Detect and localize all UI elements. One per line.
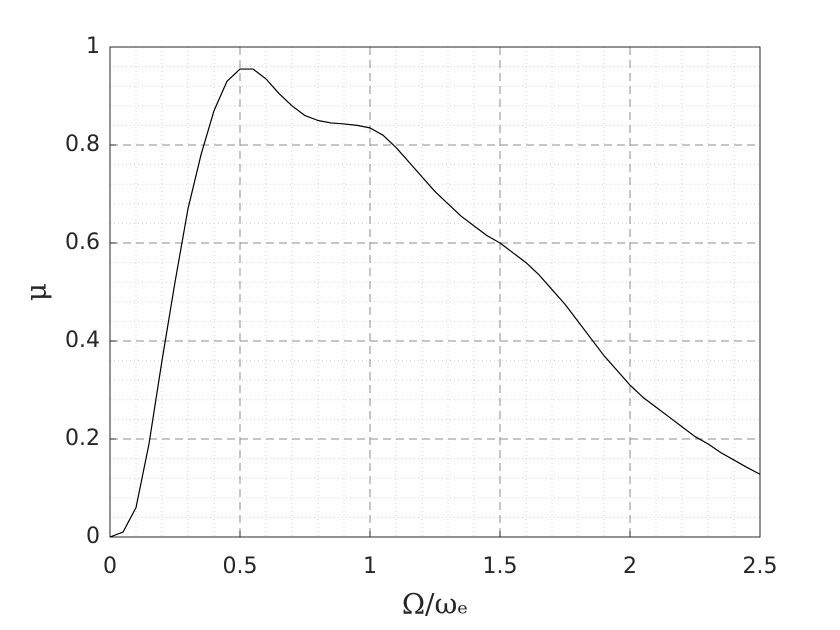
y-tick-label: 1 xyxy=(86,34,100,59)
y-tick-label: 0.4 xyxy=(65,328,100,353)
x-tick-label: 1 xyxy=(363,554,377,579)
x-tick-label: 0.5 xyxy=(223,554,258,579)
x-tick-label: 2.5 xyxy=(743,554,778,579)
x-tick-label: 1.5 xyxy=(483,554,518,579)
y-axis-label: μ xyxy=(20,283,53,301)
grid: 0 0.5 1 1.5 2 2.5 0 0.2 0.4 0.6 0.8 1 xyxy=(65,34,778,579)
axes-box xyxy=(109,46,761,538)
y-tick-label: 0.6 xyxy=(65,230,100,255)
y-tick-label: 0.2 xyxy=(65,426,100,451)
y-tick-label: 0 xyxy=(86,524,100,549)
y-tick-label: 0.8 xyxy=(65,132,100,157)
x-axis-label: Ω/ωₑ xyxy=(402,588,468,621)
x-tick-label: 2 xyxy=(623,554,637,579)
x-tick-label: 0 xyxy=(103,554,117,579)
plot xyxy=(109,46,761,538)
line-series xyxy=(109,68,761,538)
